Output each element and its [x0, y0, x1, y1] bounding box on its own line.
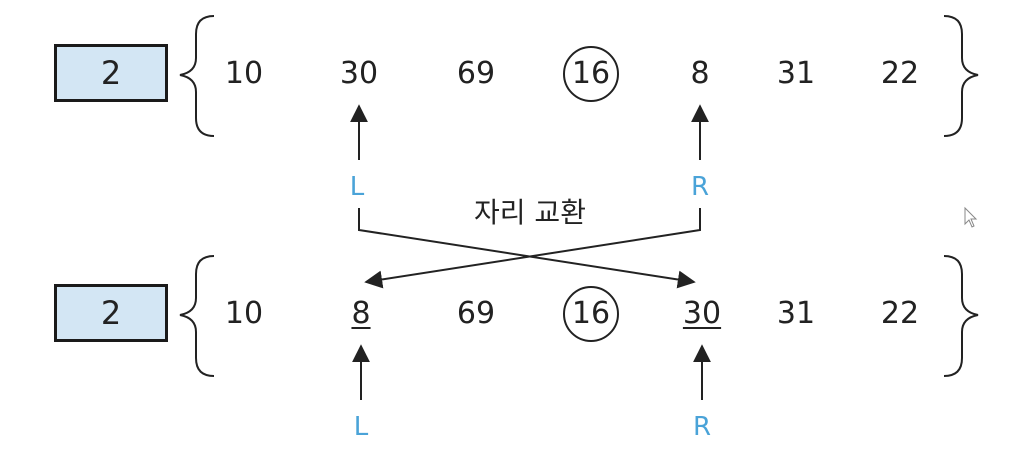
array-value: 30: [339, 56, 379, 91]
array-value: 10: [224, 56, 264, 91]
pivot-value: 16: [571, 56, 611, 91]
array-value: 8: [690, 56, 710, 91]
right-brace-row-2: [943, 255, 979, 377]
right-brace-row-1: [943, 15, 979, 137]
pivot-circle-row-1: [563, 46, 619, 102]
right-pointer-label-row-1: R: [690, 172, 710, 202]
mouse-pointer-icon: [964, 206, 978, 228]
left-brace-row-2: [179, 255, 215, 377]
left-pointer-label-row-2: L: [353, 412, 369, 442]
step-number: 2: [100, 54, 122, 92]
array-value: 22: [880, 56, 920, 91]
swapped-value: 8: [351, 296, 371, 331]
right-pointer-label-row-2: R: [692, 412, 712, 442]
array-value: 31: [776, 296, 816, 331]
step-indicator-row-1: 2: [54, 44, 168, 102]
pivot-circle-row-2: [563, 286, 619, 342]
swap-line-right-to-left: [364, 208, 701, 289]
array-value: 31: [776, 56, 816, 91]
swap-line-left-to-right: [358, 208, 696, 289]
swapped-value: 30: [682, 296, 722, 331]
array-value: 69: [456, 296, 496, 331]
left-brace-row-1: [179, 15, 215, 137]
step-number: 2: [100, 294, 122, 332]
array-value: 69: [456, 56, 496, 91]
left-pointer-label-row-1: L: [349, 172, 365, 202]
swap-label: 자리 교환: [474, 196, 586, 229]
pivot-value: 16: [571, 296, 611, 331]
array-value: 10: [224, 296, 264, 331]
step-indicator-row-2: 2: [54, 284, 168, 342]
array-value: 22: [880, 296, 920, 331]
